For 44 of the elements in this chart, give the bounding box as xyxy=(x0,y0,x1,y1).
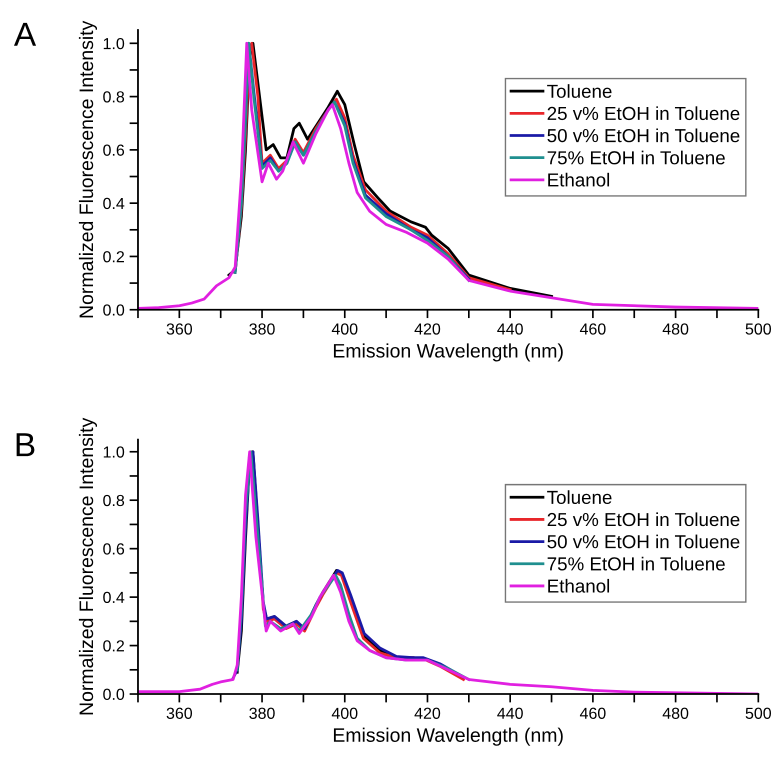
x-tick-label: 460 xyxy=(580,708,606,719)
x-axis-title: Emission Wavelength (nm) xyxy=(334,728,563,746)
legend-label: 25 v% EtOH in Toluene xyxy=(548,512,740,526)
y-tick-label: 0.0 xyxy=(103,688,124,700)
y-axis-title: Normalized Fluorescence Intensity xyxy=(78,20,98,318)
x-tick-label: 420 xyxy=(414,708,440,719)
y-tick-label: 0.6 xyxy=(103,144,124,156)
legend-label: Toluene xyxy=(547,84,612,98)
y-tick-label: 0.2 xyxy=(103,640,124,652)
legend-label: 50 v% EtOH in Toluene xyxy=(547,128,740,142)
x-tick-label: 440 xyxy=(497,708,523,719)
x-tick-label: 500 xyxy=(746,708,772,719)
y-tick-label: 0.4 xyxy=(103,592,124,604)
y-tick-label: 0.4 xyxy=(103,198,124,210)
x-tick-label: 400 xyxy=(332,323,358,335)
x-tick-label: 460 xyxy=(580,323,606,335)
x-axis-title: Emission Wavelength (nm) xyxy=(334,343,563,362)
y-tick-label: 1.0 xyxy=(104,446,124,458)
x-tick-label: 380 xyxy=(249,708,275,719)
legend-label: Ethanol xyxy=(548,578,610,593)
x-tick-label: 480 xyxy=(662,323,688,335)
x-tick-label: 360 xyxy=(166,708,192,719)
y-tick-label: 0.0 xyxy=(103,304,124,316)
y-tick-label: 0.6 xyxy=(103,543,124,555)
y-tick-label: 1.0 xyxy=(104,38,124,50)
legend-label: Ethanol xyxy=(548,172,610,187)
text: A xyxy=(14,22,36,46)
x-tick-label: 420 xyxy=(414,323,440,335)
x-tick-label: 400 xyxy=(332,708,358,719)
x-tick-label: 440 xyxy=(497,323,523,335)
legend-label: 75% EtOH in Toluene xyxy=(548,556,725,571)
x-tick-label: 480 xyxy=(662,708,688,719)
x-tick-label: 500 xyxy=(746,323,772,335)
x-tick-label: 380 xyxy=(249,323,275,335)
y-axis-title: Normalized Fluorescence Intensity xyxy=(78,418,98,714)
legend-label: 50 v% EtOH in Toluene xyxy=(547,534,740,548)
y-tick-label: 0.2 xyxy=(103,251,124,262)
y-tick-label: 0.8 xyxy=(103,91,124,103)
legend-label: 75% EtOH in Toluene xyxy=(548,150,725,164)
text: B xyxy=(16,433,34,456)
legend-label: 25 v% EtOH in Toluene xyxy=(548,106,740,120)
y-tick-label: 0.8 xyxy=(103,494,124,506)
x-tick-label: 360 xyxy=(166,323,192,335)
legend-label: Toluene xyxy=(547,490,612,504)
